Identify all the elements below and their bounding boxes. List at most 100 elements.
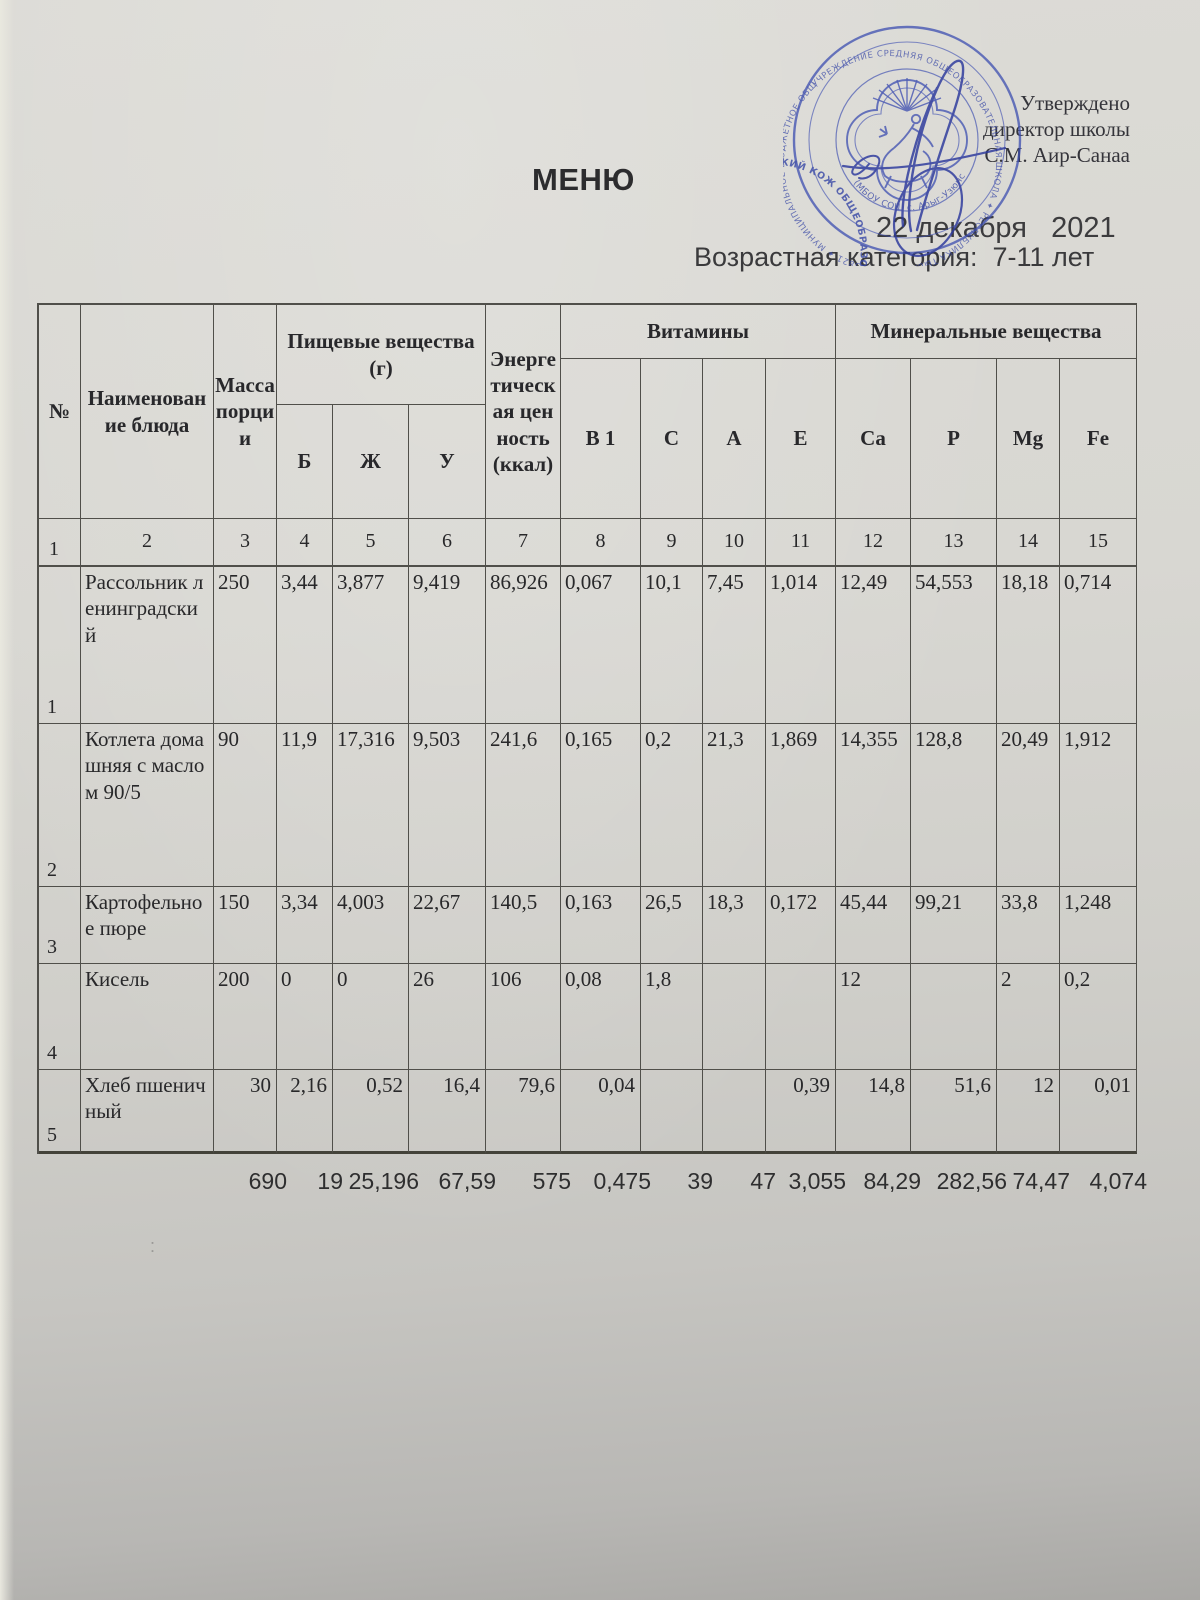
- value-cell-a: 21,3: [703, 724, 766, 887]
- value-cell-b: 2,16: [277, 1070, 333, 1154]
- value-cell-zh: 0,52: [333, 1070, 409, 1154]
- value-cell-e: 1,014: [766, 567, 836, 724]
- row-number-cell: 4: [39, 964, 81, 1070]
- value-cell-zh: 0: [333, 964, 409, 1070]
- value-cell-p: 54,553: [911, 567, 997, 724]
- stamp-middle-ring-text: ОБЩЕОБРАЗОВАТЕЛЬНОЕ УЧРЕЖДЕНИЕ МУНИЦИПАЛ…: [783, 14, 868, 266]
- value-cell-b: 3,34: [277, 887, 333, 964]
- svg-text:ОБЩЕОБРАЗОВАТЕЛЬНОЕ УЧРЕЖДЕНИЕ: ОБЩЕОБРАЗОВАТЕЛЬНОЕ УЧРЕЖДЕНИЕ МУНИЦИПАЛ…: [783, 14, 869, 266]
- value-cell-a: [703, 964, 766, 1070]
- total-cell-2: [91, 1168, 224, 1195]
- header-fe: Fe: [1060, 359, 1137, 519]
- column-number-14: 14: [997, 519, 1060, 567]
- value-cell-fe: 0,01: [1060, 1070, 1137, 1154]
- value-cell-u: 16,4: [409, 1070, 486, 1154]
- total-cell-9: 39: [687, 1168, 713, 1194]
- column-number-3: 3: [214, 519, 277, 567]
- total-cell-15: 4,074: [1089, 1168, 1147, 1194]
- column-number-15: 15: [1060, 519, 1137, 567]
- header-c: С: [641, 359, 703, 519]
- value-cell-fe: 1,248: [1060, 887, 1137, 964]
- value-cell-ca: 14,355: [836, 724, 911, 887]
- value-cell-ca: 12: [836, 964, 911, 1070]
- value-cell-c: 10,1: [641, 567, 703, 724]
- stamp-rider-figure: [878, 113, 934, 189]
- total-cell-3: 690: [248, 1168, 287, 1194]
- header-num: №: [39, 305, 81, 519]
- dish-name-cell: Кисель: [81, 964, 214, 1070]
- value-cell-b: 11,9: [277, 724, 333, 887]
- value-cell-u: 22,67: [409, 887, 486, 964]
- value-cell-b1: 0,08: [561, 964, 641, 1070]
- column-number-7: 7: [486, 519, 561, 567]
- value-cell-u: 26: [409, 964, 486, 1070]
- svg-text:(МБОУ СОШ с. Арыг-Узюнский): (МБОУ СОШ с. Арыг-Узюнский): [783, 14, 968, 214]
- column-number-4: 4: [277, 519, 333, 567]
- value-cell-mg: 2: [997, 964, 1060, 1070]
- dish-name-cell: Хлеб пшеничный: [81, 1070, 214, 1154]
- value-cell-c: 0,2: [641, 724, 703, 887]
- value-cell-e: 1,869: [766, 724, 836, 887]
- header-ca: Ca: [836, 359, 911, 519]
- row-number-cell: 5: [39, 1070, 81, 1154]
- value-cell-zh: 17,316: [333, 724, 409, 887]
- header-p: P: [911, 359, 997, 519]
- table-body: 1 2 3 4 5 6 7 8 9 10 11 12 13 14 15 1 Рассольник ленингр…: [39, 519, 1137, 1154]
- total-cell-11: 3,055: [788, 1168, 846, 1194]
- value-cell-a: 18,3: [703, 887, 766, 964]
- signature: [841, 59, 1007, 257]
- dish-name-cell: Картофельное пюре: [81, 887, 214, 964]
- value-cell-fe: 1,912: [1060, 724, 1137, 887]
- column-number-10: 10: [703, 519, 766, 567]
- value-cell-mg: 18,18: [997, 567, 1060, 724]
- column-number-5: 5: [333, 519, 409, 567]
- stamp-quatrefoil: [846, 79, 968, 201]
- value-cell-kcal: 140,5: [486, 887, 561, 964]
- header-fat: Ж: [333, 405, 409, 519]
- value-cell-p: 51,6: [911, 1070, 997, 1154]
- total-cell-8: 0,475: [593, 1168, 651, 1194]
- value-cell-c: 26,5: [641, 887, 703, 964]
- approval-line-2: директор школы: [983, 117, 1130, 141]
- column-number-1: 1: [39, 519, 81, 567]
- value-cell-mg: 33,8: [997, 887, 1060, 964]
- column-number-8: 8: [561, 519, 641, 567]
- value-cell-mg: 20,49: [997, 724, 1060, 887]
- value-cell-e: 0,39: [766, 1070, 836, 1154]
- value-cell-b1: 0,163: [561, 887, 641, 964]
- header-dish: Наименование блюда: [81, 305, 214, 519]
- value-cell-c: 1,8: [641, 964, 703, 1070]
- header-nutrients-group: Пищевые вещества (г): [277, 305, 486, 405]
- stamp-outer-circle: [792, 25, 1022, 255]
- value-cell-b1: 0,04: [561, 1070, 641, 1154]
- header-mass: Масса порции: [214, 305, 277, 519]
- value-cell-c: [641, 1070, 703, 1154]
- column-number-11: 11: [766, 519, 836, 567]
- value-cell-ca: 45,44: [836, 887, 911, 964]
- value-cell-e: 0,172: [766, 887, 836, 964]
- value-cell-p: [911, 964, 997, 1070]
- header-minerals-group: Минеральные вещества: [836, 305, 1137, 359]
- total-cell-13: 282,56: [936, 1168, 1007, 1194]
- value-cell-mass: 200: [214, 964, 277, 1070]
- value-cell-b: 0: [277, 964, 333, 1070]
- total-cell-1: [49, 1168, 91, 1195]
- value-cell-a: 7,45: [703, 567, 766, 724]
- approval-line-1: Утверждено: [1020, 91, 1130, 115]
- header-a: А: [703, 359, 766, 519]
- value-cell-b1: 0,165: [561, 724, 641, 887]
- dish-name-cell: Котлета домашняя с маслом 90/5: [81, 724, 214, 887]
- column-number-6: 6: [409, 519, 486, 567]
- column-number-9: 9: [641, 519, 703, 567]
- header-protein: Б: [277, 405, 333, 519]
- row-number-cell: 1: [39, 567, 81, 724]
- column-number-2: 2: [81, 519, 214, 567]
- value-cell-fe: 0,714: [1060, 567, 1137, 724]
- total-cell-5: 25,196: [348, 1168, 419, 1194]
- value-cell-e: [766, 964, 836, 1070]
- header-energy: Энергетическая ценность (ккал): [486, 305, 561, 519]
- total-cell-4: 19: [317, 1168, 343, 1194]
- value-cell-mass: 30: [214, 1070, 277, 1154]
- total-cell-12: 84,29: [863, 1168, 921, 1194]
